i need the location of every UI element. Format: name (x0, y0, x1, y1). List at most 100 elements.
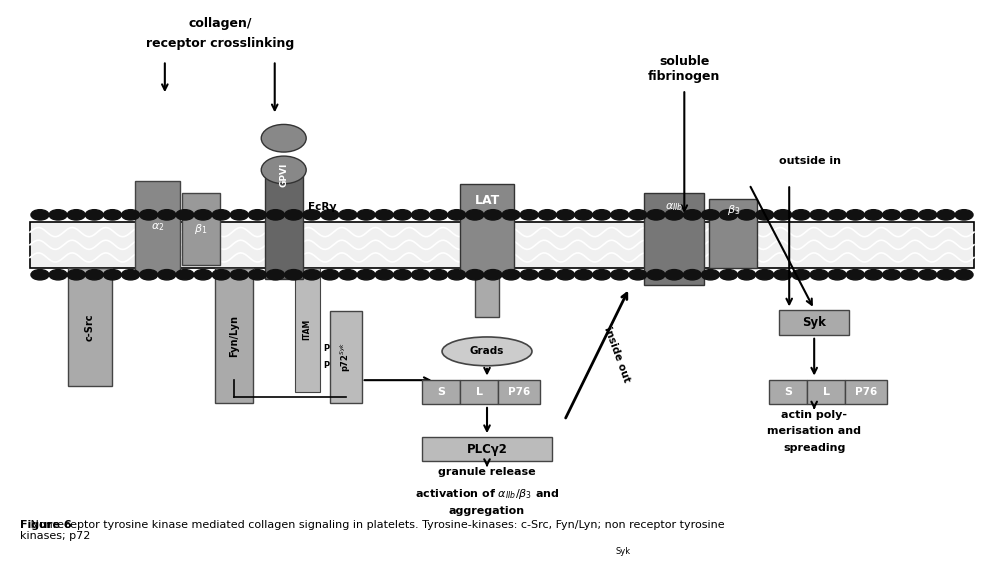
Circle shape (520, 210, 538, 220)
FancyBboxPatch shape (476, 276, 500, 317)
Circle shape (828, 270, 846, 280)
FancyBboxPatch shape (845, 380, 887, 404)
Circle shape (610, 270, 628, 280)
Circle shape (339, 210, 357, 220)
Text: merisation and: merisation and (767, 426, 861, 435)
Circle shape (303, 270, 321, 280)
Circle shape (394, 210, 412, 220)
Circle shape (647, 210, 665, 220)
Circle shape (466, 270, 484, 280)
Circle shape (538, 270, 556, 280)
FancyBboxPatch shape (709, 199, 757, 268)
Circle shape (484, 210, 501, 220)
Text: P: P (324, 361, 330, 370)
FancyBboxPatch shape (423, 437, 551, 461)
FancyBboxPatch shape (769, 380, 807, 404)
Text: LAT: LAT (475, 194, 500, 207)
Circle shape (810, 270, 828, 280)
Circle shape (901, 210, 919, 220)
Text: ITAM: ITAM (303, 319, 312, 340)
Circle shape (67, 270, 85, 280)
Circle shape (158, 210, 176, 220)
Text: outside in: outside in (779, 156, 841, 166)
Circle shape (701, 270, 719, 280)
Text: $\beta_3$: $\beta_3$ (726, 203, 740, 217)
Circle shape (140, 270, 158, 280)
Circle shape (339, 270, 357, 280)
Circle shape (701, 210, 719, 220)
Circle shape (49, 210, 67, 220)
Circle shape (574, 210, 592, 220)
Circle shape (194, 210, 212, 220)
Circle shape (448, 270, 466, 280)
FancyBboxPatch shape (644, 193, 704, 285)
Circle shape (285, 210, 303, 220)
Circle shape (955, 270, 973, 280)
Circle shape (919, 210, 937, 220)
Circle shape (212, 210, 230, 220)
Circle shape (412, 210, 430, 220)
Circle shape (737, 270, 755, 280)
FancyBboxPatch shape (460, 184, 514, 276)
Text: Nonreceptor tyrosine kinase mediated collagen signaling in platelets. Tyrosine-k: Nonreceptor tyrosine kinase mediated col… (20, 520, 724, 541)
Text: soluble
fibrinogen: soluble fibrinogen (648, 55, 720, 83)
Text: collagen/: collagen/ (188, 17, 252, 29)
Circle shape (85, 210, 103, 220)
Circle shape (140, 210, 158, 220)
Circle shape (665, 210, 683, 220)
Circle shape (864, 210, 882, 220)
Circle shape (394, 270, 412, 280)
Circle shape (792, 270, 810, 280)
Circle shape (321, 210, 339, 220)
Circle shape (104, 270, 122, 280)
Circle shape (792, 210, 810, 220)
Text: P: P (324, 344, 330, 353)
Circle shape (430, 210, 448, 220)
Circle shape (937, 210, 955, 220)
Circle shape (249, 270, 267, 280)
Circle shape (538, 210, 556, 220)
Circle shape (502, 270, 520, 280)
Circle shape (231, 210, 249, 220)
Circle shape (846, 270, 864, 280)
Text: L: L (822, 386, 830, 397)
Circle shape (502, 210, 520, 220)
Circle shape (104, 210, 122, 220)
Circle shape (67, 210, 85, 220)
Text: activation of $\alpha_{IIb}/\beta_3$ and: activation of $\alpha_{IIb}/\beta_3$ and (415, 487, 559, 501)
Circle shape (629, 270, 647, 280)
Circle shape (774, 270, 792, 280)
FancyBboxPatch shape (182, 193, 220, 265)
Text: actin poly-: actin poly- (781, 410, 847, 419)
FancyBboxPatch shape (135, 181, 180, 274)
Text: FcRγ: FcRγ (308, 202, 337, 213)
Circle shape (176, 270, 194, 280)
Text: Syk: Syk (615, 547, 630, 556)
Circle shape (774, 210, 792, 220)
Circle shape (882, 270, 900, 280)
FancyBboxPatch shape (423, 380, 460, 404)
Text: PLCγ2: PLCγ2 (467, 443, 507, 456)
Circle shape (85, 270, 103, 280)
Circle shape (430, 270, 448, 280)
Circle shape (249, 210, 267, 220)
Circle shape (357, 270, 375, 280)
Ellipse shape (262, 124, 307, 152)
Circle shape (466, 210, 484, 220)
FancyBboxPatch shape (499, 380, 539, 404)
Circle shape (683, 270, 701, 280)
Circle shape (810, 210, 828, 220)
Text: L: L (476, 386, 483, 397)
Circle shape (412, 270, 430, 280)
Circle shape (592, 210, 610, 220)
Circle shape (267, 210, 285, 220)
Circle shape (919, 270, 937, 280)
Circle shape (882, 210, 900, 220)
Text: S: S (437, 386, 446, 397)
Circle shape (158, 270, 176, 280)
FancyBboxPatch shape (295, 268, 320, 392)
Circle shape (556, 270, 574, 280)
Circle shape (122, 210, 140, 220)
Circle shape (376, 270, 394, 280)
Text: p72$^{Syk}$: p72$^{Syk}$ (339, 342, 353, 372)
